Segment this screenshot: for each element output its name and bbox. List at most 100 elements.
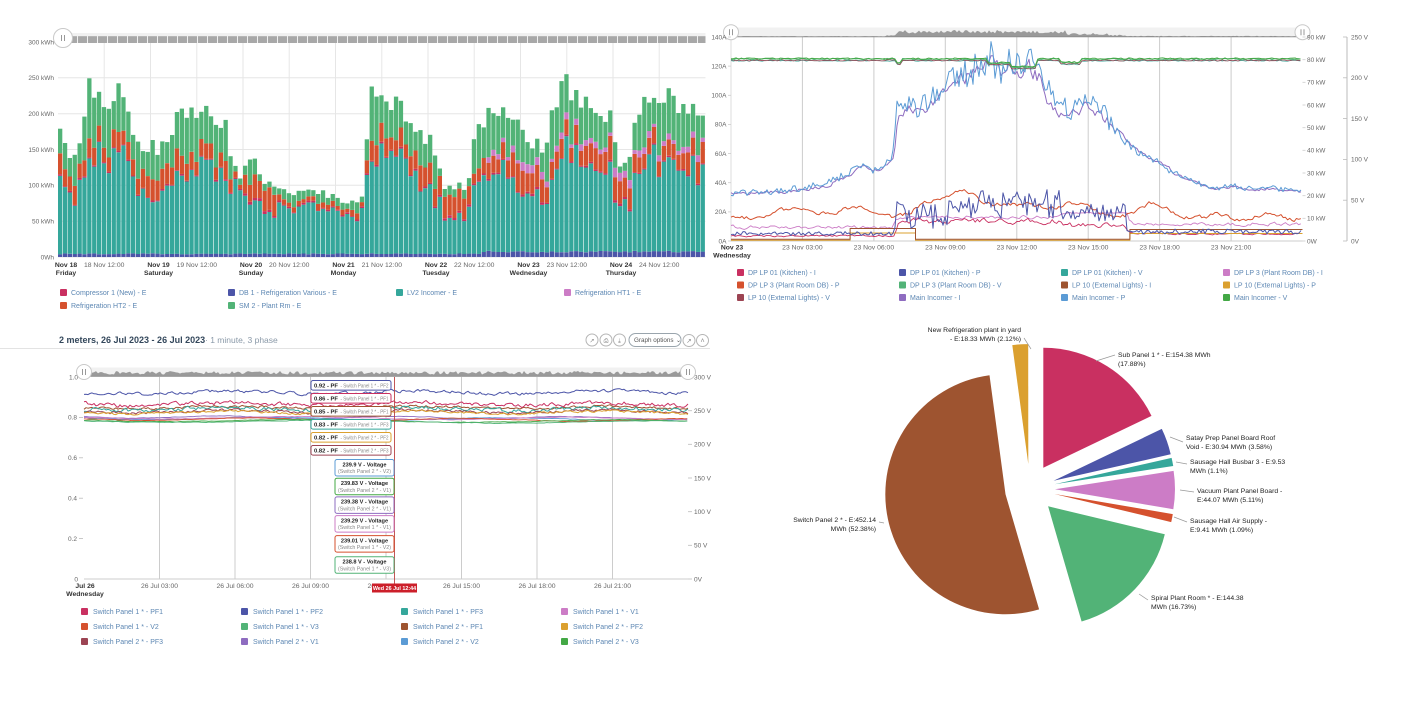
svg-text:239.83 V - Voltage: 239.83 V - Voltage (341, 481, 388, 487)
svg-text:E:9.41 MWh (1.09%): E:9.41 MWh (1.09%) (1190, 527, 1253, 534)
svg-text:10 kW: 10 kW (1307, 216, 1326, 223)
svg-text:E:44.07 MWh (5.11%): E:44.07 MWh (5.11%) (1197, 497, 1263, 504)
svg-text:Switch Panel 2 * - PF2: Switch Panel 2 * - PF2 (573, 624, 643, 631)
svg-text:200 V: 200 V (1351, 75, 1369, 82)
svg-text:Compressor 1 (New) - E: Compressor 1 (New) - E (71, 290, 147, 297)
svg-text:100 kWh: 100 kWh (28, 183, 54, 190)
svg-text:23 Nov 03:00: 23 Nov 03:00 (782, 245, 823, 252)
svg-text:Switch Panel 1 * - PF3: Switch Panel 1 * - PF3 (413, 609, 483, 616)
svg-text:DB 1 - Refrigeration Various -: DB 1 - Refrigeration Various - E (239, 290, 337, 297)
svg-text:DP LP 3 (Plant Room DB) - P: DP LP 3 (Plant Room DB) - P (748, 283, 840, 290)
svg-text:- E:18.33 MWh (2.12%): - E:18.33 MWh (2.12%) (950, 336, 1021, 343)
svg-text:(Switch Panel 2 * - V1): (Switch Panel 2 * - V1) (338, 507, 391, 513)
svg-text:DP LP 3 (Plant Room DB) - I: DP LP 3 (Plant Room DB) - I (1234, 270, 1323, 277)
svg-text:- Switch Panel 2 * - PF2: - Switch Panel 2 * - PF2 (341, 435, 389, 441)
svg-text:0W: 0W (1307, 238, 1318, 245)
svg-text:Nov 22: Nov 22 (425, 262, 448, 269)
svg-text:0.2: 0.2 (68, 536, 77, 543)
svg-text:80 kW: 80 kW (1307, 57, 1326, 64)
svg-text:23 Nov 18:00: 23 Nov 18:00 (1139, 245, 1180, 252)
svg-text:0.82 - PF: 0.82 - PF (314, 435, 339, 441)
svg-text:Saturday: Saturday (144, 270, 173, 277)
svg-text:Sub Panel 1 * - E:154.38 MWh: Sub Panel 1 * - E:154.38 MWh (1118, 352, 1211, 359)
svg-text:LP 10 (External Lights) - V: LP 10 (External Lights) - V (748, 295, 830, 302)
svg-text:Vacuum Plant Panel Board -: Vacuum Plant Panel Board - (1197, 488, 1282, 495)
svg-text:90 kW: 90 kW (1307, 34, 1326, 41)
svg-text:100A: 100A (711, 93, 727, 100)
svg-text:Switch Panel 2 * - V2: Switch Panel 2 * - V2 (413, 639, 479, 646)
svg-text:250 kWh: 250 kWh (28, 75, 54, 82)
svg-text:Wednesday: Wednesday (713, 253, 751, 260)
svg-text:40A: 40A (715, 180, 727, 187)
svg-text:26 Jul 06:00: 26 Jul 06:00 (216, 583, 253, 590)
svg-text:50 kW: 50 kW (1307, 125, 1326, 132)
svg-text:Main Incomer - V: Main Incomer - V (1234, 295, 1288, 302)
svg-text:0.86 - PF: 0.86 - PF (314, 396, 339, 402)
svg-text:0.4: 0.4 (68, 496, 77, 503)
svg-text:0.85 - PF: 0.85 - PF (314, 409, 339, 415)
svg-text:250 V: 250 V (1351, 34, 1369, 41)
svg-text:- Switch Panel 1 * - PF1: - Switch Panel 1 * - PF1 (341, 396, 389, 402)
svg-text:0.83 - PF: 0.83 - PF (314, 422, 339, 428)
svg-text:Switch Panel 1 * - PF2: Switch Panel 1 * - PF2 (253, 609, 323, 616)
svg-text:Graph options: Graph options (634, 337, 674, 344)
svg-text:↗: ↗ (686, 338, 691, 345)
svg-text:Switch Panel 2 * - PF3: Switch Panel 2 * - PF3 (93, 639, 163, 646)
svg-text:Nov 20: Nov 20 (240, 262, 263, 269)
svg-text:- Switch Panel 1 * - PF3: - Switch Panel 1 * - PF3 (341, 422, 389, 428)
svg-text:0A: 0A (719, 238, 728, 245)
svg-text:23 Nov 12:00: 23 Nov 12:00 (997, 245, 1038, 252)
svg-text:(17.88%): (17.88%) (1118, 361, 1146, 368)
svg-text:Thursday: Thursday (606, 270, 637, 277)
svg-text:26 Jul 18:00: 26 Jul 18:00 (518, 583, 555, 590)
svg-text:150 V: 150 V (694, 475, 712, 482)
svg-text:70 kW: 70 kW (1307, 80, 1326, 87)
svg-text:20 Nov 12:00: 20 Nov 12:00 (269, 262, 310, 269)
svg-text:200 V: 200 V (694, 442, 712, 449)
svg-text:19 Nov 12:00: 19 Nov 12:00 (177, 262, 218, 269)
svg-text:60A: 60A (715, 151, 727, 158)
svg-text:Switch Panel 2 * - V3: Switch Panel 2 * - V3 (573, 639, 639, 646)
svg-text:MWh (52.38%): MWh (52.38%) (831, 526, 876, 533)
svg-text:Sausage Hall Air Supply -: Sausage Hall Air Supply - (1190, 518, 1267, 525)
svg-text:21 Nov 12:00: 21 Nov 12:00 (362, 262, 403, 269)
svg-text:Switch Panel 2 * - V1: Switch Panel 2 * - V1 (253, 639, 319, 646)
svg-text:300 V: 300 V (694, 374, 712, 381)
svg-text:Main Incomer - I: Main Incomer - I (910, 295, 961, 302)
svg-text:Sausage Hall Busbar 3 - E:9.53: Sausage Hall Busbar 3 - E:9.53 (1190, 459, 1285, 466)
svg-text:Jul 26: Jul 26 (75, 583, 94, 590)
svg-text:30 kW: 30 kW (1307, 170, 1326, 177)
svg-text:23 Nov 06:00: 23 Nov 06:00 (854, 245, 895, 252)
svg-text:50 kWh: 50 kWh (32, 219, 54, 226)
svg-text:SM 2 - Plant Rm - E: SM 2 - Plant Rm - E (239, 303, 302, 310)
svg-text:20 kW: 20 kW (1307, 193, 1326, 200)
svg-text:26 Jul 03:00: 26 Jul 03:00 (141, 583, 178, 590)
svg-text:Switch Panel 1 * - V2: Switch Panel 1 * - V2 (93, 624, 159, 631)
svg-text:MWh (1.1%): MWh (1.1%) (1190, 468, 1228, 475)
svg-text:⌄: ⌄ (676, 338, 681, 344)
svg-text:Monday: Monday (331, 270, 357, 277)
svg-text:Switch Panel 2 * - PF1: Switch Panel 2 * - PF1 (413, 624, 483, 631)
svg-text:- Switch Panel 2 * - PF1: - Switch Panel 2 * - PF1 (341, 409, 389, 415)
svg-text:· 1 minute, 3 phase: · 1 minute, 3 phase (205, 335, 278, 345)
svg-text:Wednesday: Wednesday (510, 270, 548, 277)
svg-text:40 kW: 40 kW (1307, 148, 1326, 155)
svg-text:200 kWh: 200 kWh (28, 111, 54, 118)
svg-text:26 Jul 09:00: 26 Jul 09:00 (292, 583, 329, 590)
svg-text:Refrigeration HT1 - E: Refrigeration HT1 - E (575, 290, 641, 297)
svg-text:120A: 120A (711, 63, 727, 70)
svg-text:DP LP 01 (Kitchen) - I: DP LP 01 (Kitchen) - I (748, 270, 816, 277)
svg-text:23 Nov 21:00: 23 Nov 21:00 (1211, 245, 1252, 252)
svg-text:0.6: 0.6 (68, 455, 77, 462)
svg-text:239.38 V - Voltage: 239.38 V - Voltage (341, 500, 388, 506)
svg-text:Satay Prep Panel Board Roof: Satay Prep Panel Board Roof (1186, 435, 1275, 442)
svg-text:DP LP 3 (Plant Room DB) - V: DP LP 3 (Plant Room DB) - V (910, 283, 1002, 290)
svg-text:Refrigeration HT2 - E: Refrigeration HT2 - E (71, 303, 137, 310)
svg-text:140A: 140A (711, 34, 727, 41)
svg-text:0: 0 (74, 576, 78, 583)
svg-text:23 Nov 15:00: 23 Nov 15:00 (1068, 245, 1109, 252)
svg-text:Sunday: Sunday (239, 270, 264, 277)
svg-text:0.82 - PF: 0.82 - PF (314, 448, 339, 454)
svg-text:(Switch Panel 1 * - V3): (Switch Panel 1 * - V3) (338, 566, 391, 572)
svg-text:Switch Panel 2 * - E:452.14: Switch Panel 2 * - E:452.14 (793, 517, 876, 524)
